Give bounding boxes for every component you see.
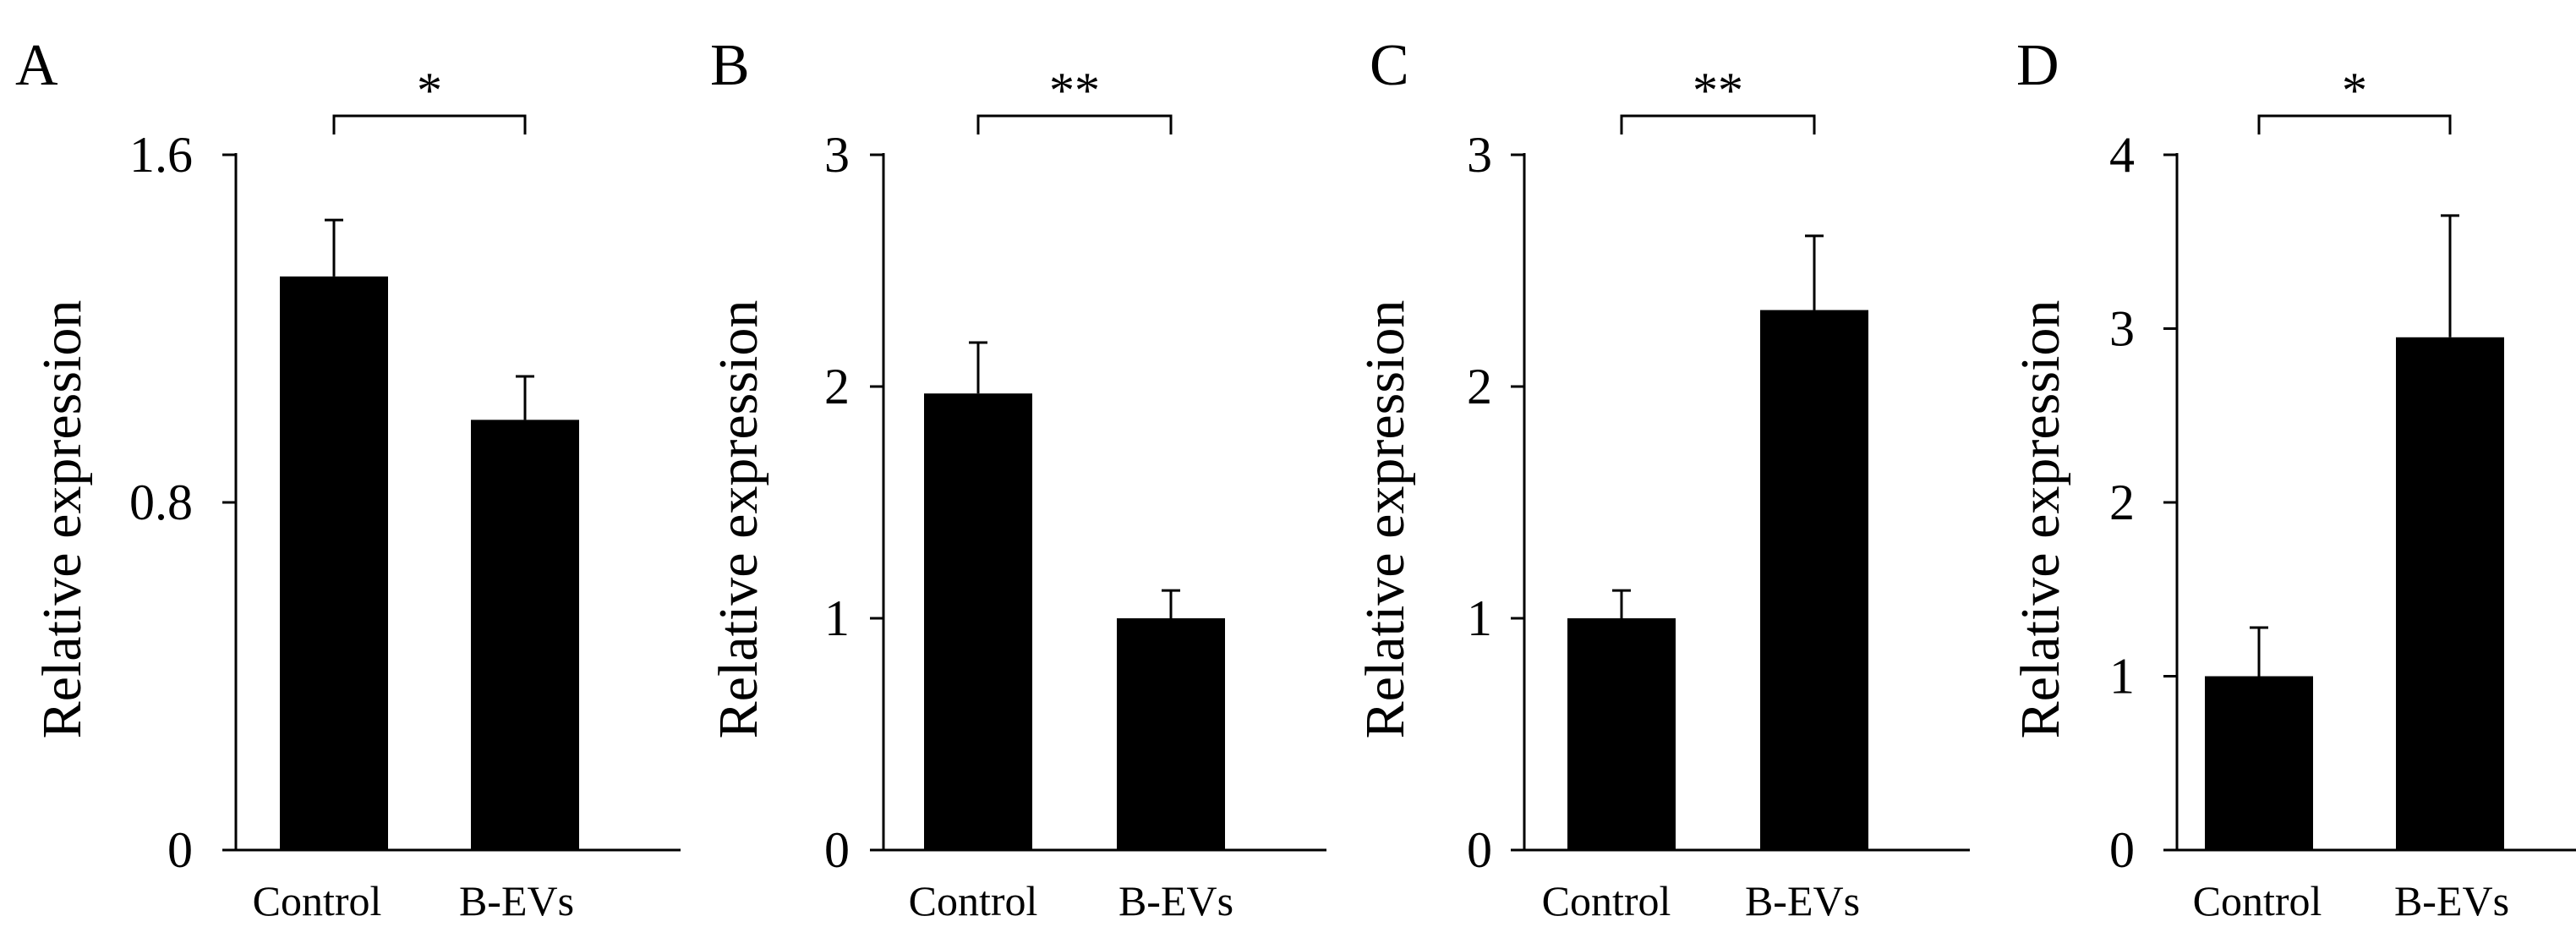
y-tick-label: 2 [2109,474,2135,530]
y-tick-label: 4 [2109,127,2135,183]
bar-control [924,393,1032,851]
panel-letter: D [2016,33,2059,98]
y-tick-label: 3 [2109,301,2135,357]
x-category-label: Control [2193,877,2322,924]
bar-b-evs [471,420,579,850]
x-category-label: Control [909,877,1038,924]
bar-b-evs [1117,618,1225,850]
y-tick-label: 3 [824,127,850,183]
y-axis-title: Relative expression [31,300,93,739]
x-category-label: Control [1542,877,1671,924]
y-axis-title: Relative expression [1354,300,1416,739]
significance-bracket [2257,114,2452,134]
y-tick-label: 0 [1467,822,1492,878]
significance-label: * [417,63,442,118]
panel-c: C Relative expression 0 1 2 3 Control B-EVs ** [1354,33,1970,924]
y-tick-label: 1.6 [129,127,193,183]
bar-control [280,276,388,851]
panel-letter: B [710,33,750,98]
y-tick-label: 0.8 [129,474,193,530]
bar-b-evs [2396,337,2504,850]
panel-letter: A [15,33,58,98]
y-tick-label: 2 [1467,359,1492,414]
significance-bracket [332,114,527,134]
y-tick-label: 0 [824,822,850,878]
y-axis-title: Relative expression [708,300,769,739]
bar-control [1567,618,1676,850]
significance-bracket [976,114,1173,134]
significance-bracket [1620,114,1816,134]
y-tick-label: 3 [1467,127,1492,183]
bar-b-evs [1760,310,1868,851]
y-tick-label: 2 [824,359,850,414]
x-category-label: B-EVs [459,877,574,924]
significance-label: ** [1049,63,1100,118]
panel-letter: C [1370,33,1409,98]
y-axis-title: Relative expression [2010,300,2071,739]
x-category-label: B-EVs [1118,877,1233,924]
significance-label: * [2342,63,2367,118]
y-tick-label: 1 [2109,649,2135,705]
y-tick-label: 1 [824,590,850,646]
bar-control [2205,676,2313,850]
significance-label: ** [1693,63,1743,118]
x-category-label: Control [253,877,382,924]
x-category-label: B-EVs [1745,877,1860,924]
y-tick-label: 0 [167,822,193,878]
panel-d: D Relative expression 0 1 2 3 4 Control B-EVs * [2010,33,2576,924]
x-category-label: B-EVs [2394,877,2509,924]
y-tick-label: 0 [2109,822,2135,878]
panel-a: A Relative expression 0 0.8 1.6 Control B-EVs * [15,33,681,924]
panel-b: B Relative expression 0 1 2 3 Control B-EVs ** [708,33,1326,924]
y-tick-label: 1 [1467,590,1492,646]
